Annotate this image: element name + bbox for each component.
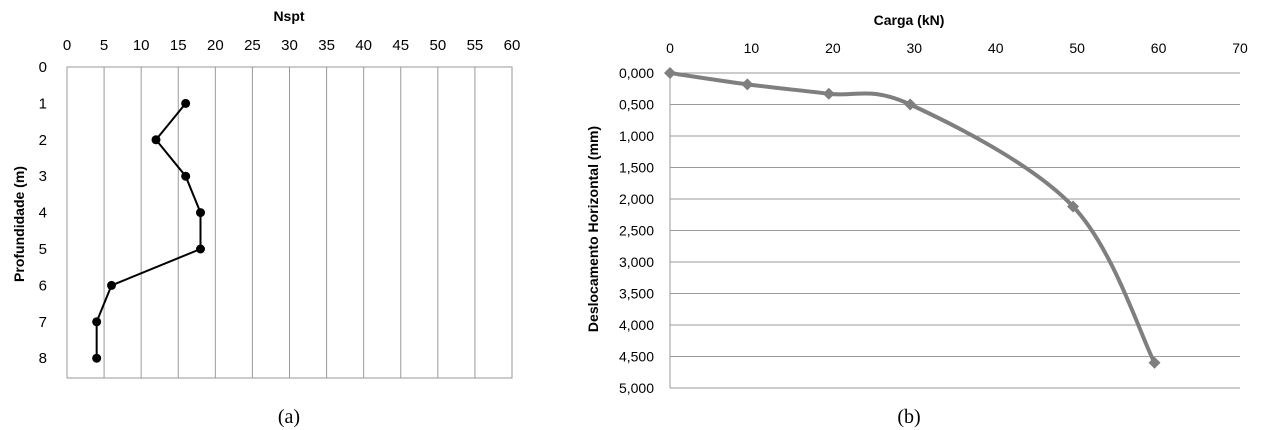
chart-a-y-axis-title: Profundidade (m) [11, 166, 27, 282]
chart-b-y-tick-label: 4,500 [619, 349, 654, 365]
chart-a-data-point [196, 208, 205, 218]
chart-a-y-tick-label: 2 [39, 132, 47, 149]
chart-a-y-tick-label: 0 [39, 59, 47, 76]
chart-a-x-tick-label: 10 [133, 37, 150, 54]
chart-b-x-tick-label: 70 [1232, 40, 1248, 56]
chart-b-x-tick-label: 10 [744, 40, 760, 56]
chart-b-y-tick-label: 0,000 [619, 65, 654, 81]
chart-a-x-tick-label: 50 [429, 37, 446, 54]
chart-a-x-tick-label: 30 [281, 37, 298, 54]
chart-a-data-point [196, 244, 205, 254]
chart-b-y-tick-label: 5,000 [619, 380, 654, 396]
chart-b-y-tick-label: 1,000 [619, 128, 654, 144]
chart-a-data-point [181, 171, 191, 181]
chart-a-y-tick-label: 6 [39, 277, 47, 294]
chart-b-y-tick-label: 4,000 [619, 317, 654, 333]
chart-a-data-point [92, 317, 102, 327]
chart-b-data-point [822, 87, 835, 100]
chart-b-x-tick-label: 50 [1069, 40, 1085, 56]
chart-b-y-tick-label: 1,500 [619, 160, 654, 176]
chart-a-series-line [95, 102, 202, 359]
chart-b-x-tick-label: 60 [1151, 40, 1167, 56]
chart-b-caption: (b) [897, 406, 920, 428]
chart-b-data-point [664, 67, 676, 79]
chart-b-series-line [669, 71, 1157, 364]
chart-b: Carga (kN) Deslocamento Horizontal (mm) … [585, 12, 1248, 428]
chart-a-x-tick-label: 5 [100, 37, 108, 54]
chart-a: Nspt Profundidade (m) (a) 0 5 10 15 20 25 30 35… [11, 8, 520, 428]
chart-a-data-point [107, 280, 116, 290]
chart-a-x-tick-label: 45 [392, 37, 409, 54]
chart-b-data-point [1148, 356, 1161, 369]
chart-a-x-tick-label: 35 [318, 37, 335, 54]
chart-a-y-tick-label: 5 [39, 241, 47, 258]
chart-a-x-tick-label: 40 [355, 37, 372, 54]
chart-b-y-tick-label: 3,000 [619, 254, 654, 270]
chart-b-y-tick-label: 2,500 [619, 223, 654, 239]
chart-a-x-tick-label: 20 [207, 37, 224, 54]
chart-a-x-tick-label: 60 [504, 37, 521, 54]
chart-b-x-tick-label: 30 [906, 40, 922, 56]
chart-b-y-tick-label: 2,000 [619, 191, 654, 207]
chart-a-y-tick-label: 1 [39, 95, 47, 112]
chart-b-data-point [741, 78, 754, 91]
chart-b-x-tick-label: 40 [988, 40, 1004, 56]
chart-b-x-tick-label: 20 [825, 40, 841, 56]
chart-a-y-tick-label: 7 [39, 314, 47, 331]
chart-a-x-tick-label: 15 [170, 37, 187, 54]
chart-a-x-tick-label: 0 [63, 37, 71, 54]
chart-a-caption: (a) [278, 406, 300, 428]
chart-a-y-tick-label: 8 [39, 350, 47, 367]
chart-b-x-axis-title: Carga (kN) [874, 12, 945, 28]
chart-a-data-point [151, 135, 161, 145]
chart-a-data-point [92, 353, 102, 363]
chart-a-y-tick-label: 3 [39, 168, 47, 185]
chart-a-x-tick-label: 25 [244, 37, 261, 54]
chart-b-x-tick-label: 0 [666, 40, 674, 56]
chart-a-x-tick-label: 55 [467, 37, 484, 54]
chart-b-y-tick-label: 3,500 [619, 286, 654, 302]
chart-a-y-tick-label: 4 [39, 205, 47, 222]
chart-b-y-tick-label: 0,500 [619, 97, 654, 113]
chart-a-data-point [181, 98, 191, 108]
chart-b-y-axis-title: Deslocamento Horizontal (mm) [585, 126, 601, 332]
chart-b-data-point [1067, 200, 1080, 213]
chart-a-x-axis-title: Nspt [273, 8, 304, 24]
chart-b-data-point [904, 98, 917, 111]
